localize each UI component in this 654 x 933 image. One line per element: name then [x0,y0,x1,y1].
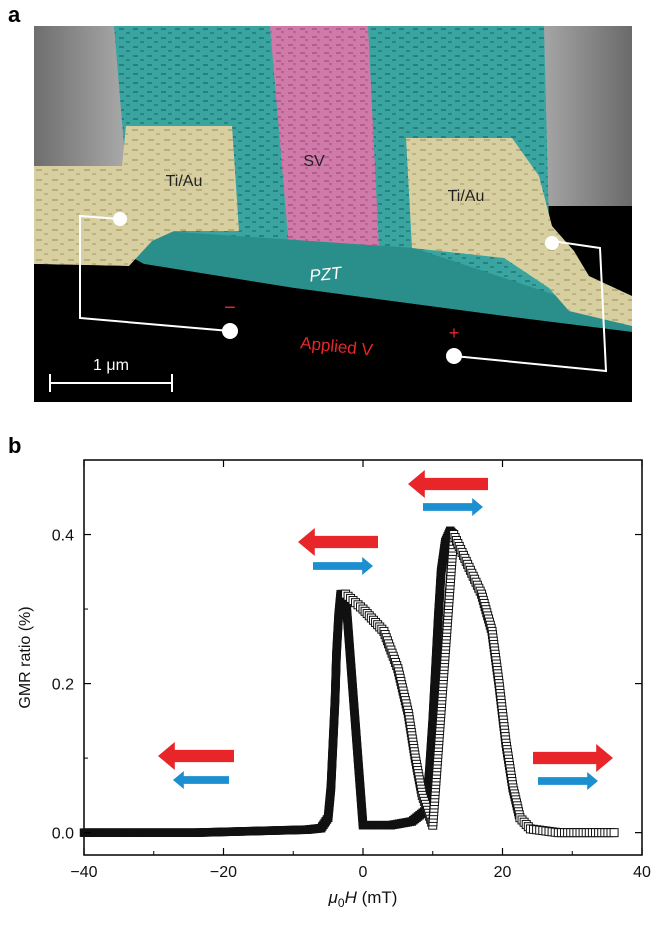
arrow-blue-left [173,771,229,789]
contact-plus [446,348,462,364]
axis-ticks: −40 −20 0 20 40 0.0 0.2 0.4 [52,460,651,881]
arrow-red-left [298,528,378,556]
y-tick-label: 0.0 [52,826,74,843]
contact-left-top [113,212,127,226]
x-tick-label: −20 [210,864,237,881]
electrode-right-label: Ti/Au [448,188,485,205]
x-axis-label-unit: (mT) [357,888,398,907]
field-arrows [158,470,613,790]
pzt-label: PZT [308,263,344,285]
contact-right-top [545,236,559,250]
x-axis-label-mu: μ [328,888,339,907]
data-point-open [609,828,619,838]
wire-right [453,240,608,373]
x-tick-label: 40 [633,864,651,881]
grey-structure-left [34,26,124,166]
y-tick-label: 0.4 [52,528,74,545]
scalebar-label: 1 μm [93,357,129,374]
contact-minus [222,323,238,339]
x-tick-label: 20 [494,864,512,881]
electrode-left-label: Ti/Au [166,173,203,190]
arrow-red-right [533,744,613,772]
panel-a-label: a [8,2,21,27]
x-axis-label-h: H [345,888,358,907]
plus-sign: + [449,323,460,343]
wire-left [79,214,231,332]
arrow-blue-right [423,498,483,516]
panel-b-label: b [8,433,22,458]
grey-structure-right [539,26,632,206]
data-points [79,526,619,838]
x-tick-label: 0 [359,864,368,881]
y-axis-label: GMR ratio (%) [17,606,34,708]
arrow-red-left [408,470,488,498]
spin-valve-label: SV [303,153,325,170]
gmr-chart: −40 −20 0 20 400.00.20.4 GMR ratio (%) μ0H (… [17,459,651,910]
sem-micrograph: Ti/Au SV Ti/Au PZT − + Applied V 1 μm [34,26,632,402]
arrow-red-left [158,742,234,770]
y-tick-label: 0.2 [52,677,74,694]
minus-sign: − [224,297,236,319]
x-tick-label: −40 [70,864,97,881]
arrow-blue-right [313,557,373,575]
arrow-blue-right [538,772,598,790]
x-axis-label: μ0H (mT) [328,888,398,910]
x-axis-label-sub: 0 [338,896,345,910]
pzt-band [126,229,632,332]
